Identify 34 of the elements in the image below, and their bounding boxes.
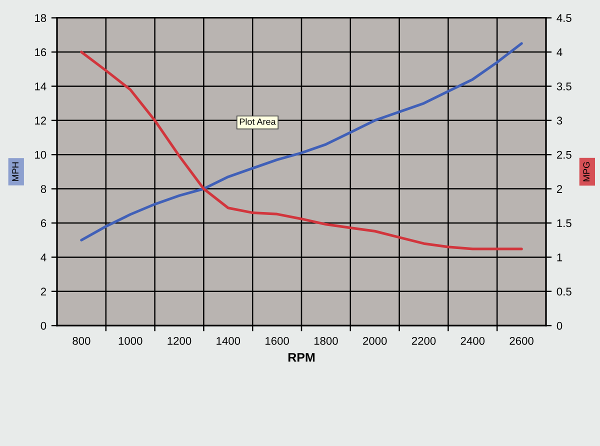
y-tick-label: 12: [35, 116, 46, 124]
y2-tick-label: 3: [556, 116, 562, 125]
y-tick-label: 6: [40, 219, 46, 228]
y-tick-label: 18: [35, 14, 46, 22]
y2-tick-label: 4.5: [556, 14, 572, 22]
y-tick-label: 0: [40, 322, 46, 330]
y2-tick-label: 1: [557, 254, 562, 262]
y2-axis-title: MPG: [583, 162, 590, 182]
annotation: Plot Area: [240, 118, 276, 125]
y-tick-label: 10: [35, 150, 46, 159]
x-tick-label: 2200: [412, 336, 436, 345]
y2-tick-label: 3.5: [556, 82, 572, 90]
y-tick-label: 14: [35, 82, 46, 90]
x-tick-label: 1200: [168, 336, 192, 345]
y2-tick-label: 2: [556, 185, 562, 193]
x-tick-label: 2600: [510, 336, 534, 345]
x-tick-label: 800: [72, 336, 90, 345]
x-tick-label: 1000: [118, 336, 142, 345]
y2-tick-label: 0.5: [556, 288, 572, 296]
y2-tick-label: 4: [556, 48, 562, 56]
y2-tick-label: 0: [556, 322, 562, 330]
x-tick-label: 2000: [363, 336, 387, 345]
y2-tick-label: 2.5: [556, 150, 572, 159]
y-tick-label: 16: [35, 48, 46, 56]
y-tick-label: 2: [40, 288, 46, 296]
x-tick-label: 2400: [460, 336, 485, 345]
y-tick-label: 4: [40, 254, 46, 262]
x-tick-label: 1800: [314, 336, 338, 345]
x-axis-title: RPM: [288, 353, 315, 362]
x-tick-label: 1600: [266, 336, 289, 345]
y-tick-label: 8: [40, 185, 46, 193]
y2-tick-label: 1.5: [557, 219, 572, 228]
y-axis-title: MPH: [12, 162, 18, 181]
x-tick-label: 1400: [216, 336, 240, 345]
